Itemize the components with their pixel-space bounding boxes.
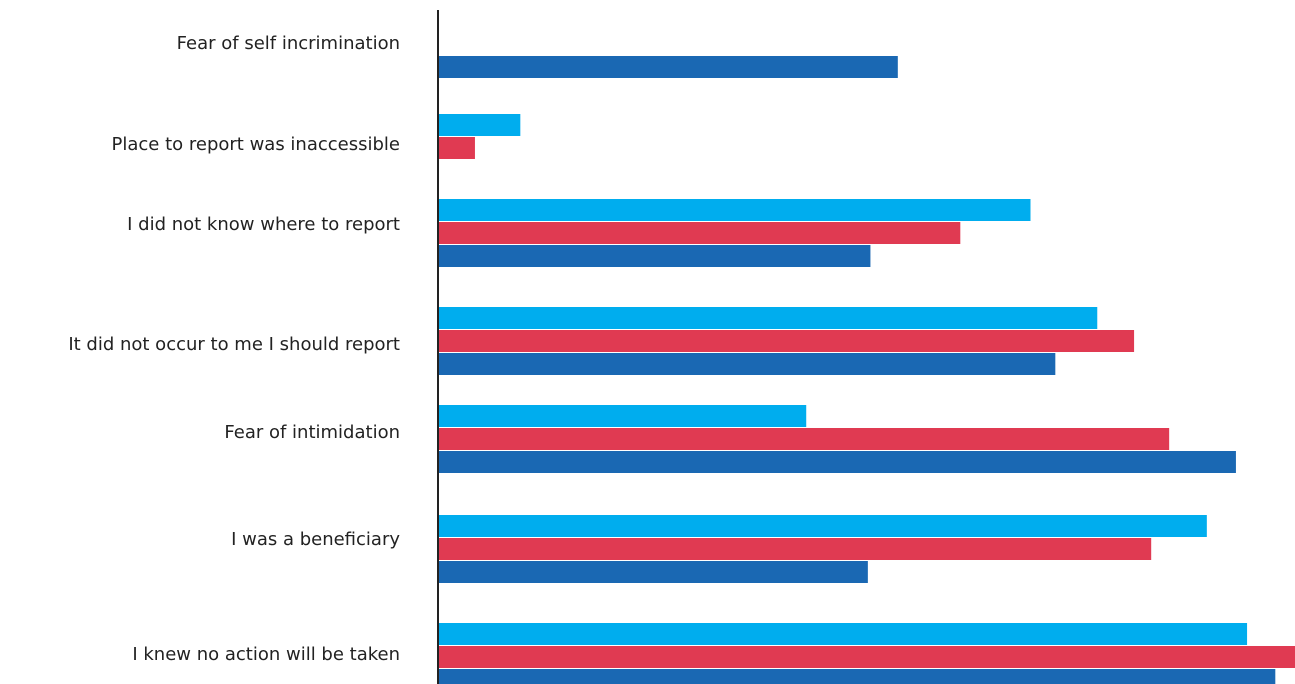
bar xyxy=(439,114,521,136)
category-label: I did not know where to report xyxy=(127,214,400,235)
category-label: Place to report was inaccessible xyxy=(112,134,400,155)
category-label: Fear of intimidation xyxy=(224,422,400,443)
bar xyxy=(439,515,1207,537)
bar xyxy=(439,451,1236,473)
category-label: It did not occur to me I should report xyxy=(68,334,400,355)
bar xyxy=(439,623,1248,645)
bar xyxy=(439,428,1170,450)
bar xyxy=(439,137,475,159)
bar xyxy=(439,561,868,583)
bar xyxy=(439,646,1295,668)
bar xyxy=(439,669,1276,684)
bar xyxy=(439,245,871,267)
category-label: I was a beneficiary xyxy=(231,529,400,550)
bar xyxy=(439,538,1152,560)
category-label: Fear of self incrimination xyxy=(177,33,400,54)
bar xyxy=(439,222,961,244)
bar xyxy=(439,307,1098,329)
category-label: I knew no action will be taken xyxy=(132,644,400,665)
bar xyxy=(439,405,807,427)
bar xyxy=(439,199,1031,221)
bar xyxy=(439,330,1135,352)
bar xyxy=(439,56,898,78)
bar xyxy=(439,353,1056,375)
